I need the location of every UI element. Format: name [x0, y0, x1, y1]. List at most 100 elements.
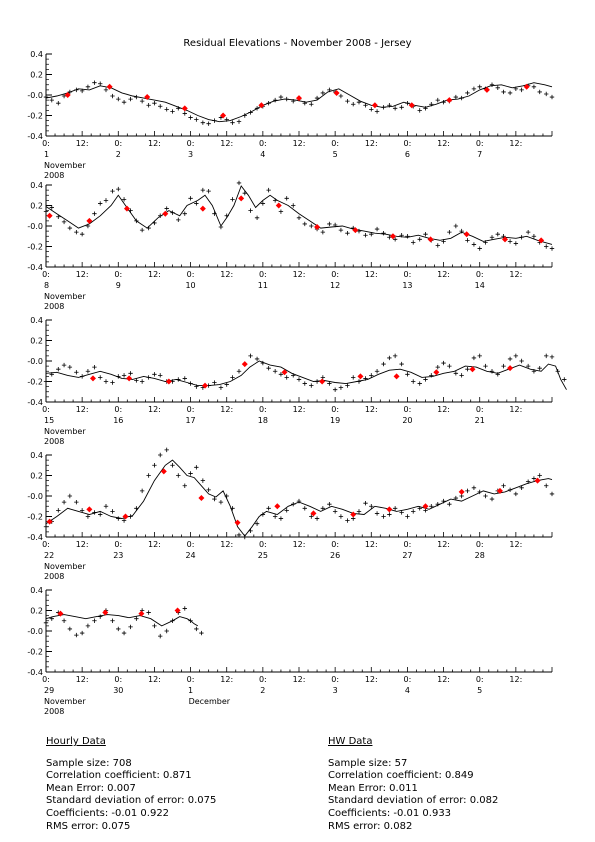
- x-day-label: 28: [475, 551, 485, 560]
- hw-point: [275, 202, 282, 209]
- hw-point: [46, 518, 53, 525]
- hw-point: [102, 609, 109, 616]
- observed-point: [56, 214, 61, 219]
- x-hour-label: 0:: [404, 405, 412, 414]
- observed-point: [489, 82, 495, 87]
- observed-point: [92, 80, 97, 85]
- y-tick-label: -0.0: [27, 492, 43, 501]
- observed-point: [435, 97, 440, 103]
- hw-stats: HW Data Sample size: 57 Correlation coef…: [328, 736, 498, 833]
- hw-point: [386, 506, 393, 513]
- year-label: 2008: [44, 572, 64, 581]
- observed-point: [248, 528, 253, 534]
- observed-point: [459, 373, 464, 378]
- observed-point: [188, 381, 193, 386]
- x-hour-label: 0:: [331, 139, 339, 148]
- observed-point: [146, 375, 151, 380]
- observed-point: [435, 243, 440, 248]
- hw-point: [181, 105, 188, 112]
- observed-point: [188, 115, 193, 120]
- x-hour-label: 12:: [293, 405, 306, 414]
- observed-point: [92, 510, 97, 515]
- x-day-label: 25: [258, 551, 268, 560]
- x-day-label: 8: [44, 281, 49, 290]
- hw-correlation: Correlation coefficient: 0.849: [328, 770, 474, 782]
- observed-point: [392, 106, 398, 111]
- observed-point: [374, 226, 380, 232]
- observed-point: [74, 87, 79, 93]
- observed-point: [471, 355, 477, 361]
- observed-point: [369, 232, 374, 237]
- observed-point: [483, 240, 488, 245]
- observed-point: [182, 376, 187, 381]
- observed-point: [218, 385, 224, 390]
- observed-point: [176, 377, 181, 382]
- observed-point: [110, 188, 115, 194]
- observed-point: [158, 104, 163, 109]
- observed-point: [351, 102, 356, 107]
- hw-point: [427, 236, 434, 243]
- observed-point: [417, 381, 422, 386]
- x-day-label: 12: [330, 281, 340, 290]
- x-day-label: 6: [405, 150, 410, 159]
- observed-point: [230, 120, 235, 125]
- observed-point: [465, 238, 470, 243]
- observed-point: [121, 99, 127, 105]
- observed-point: [266, 101, 271, 106]
- x-day-label: 24: [185, 551, 195, 560]
- observed-point: [374, 511, 380, 516]
- observed-point: [176, 217, 181, 223]
- observed-point: [152, 220, 157, 226]
- observed-point: [320, 506, 326, 511]
- observed-point: [61, 618, 67, 623]
- x-hour-label: 12:: [220, 405, 233, 414]
- observed-point: [363, 376, 368, 381]
- observed-point: [465, 367, 470, 372]
- observed-point: [49, 205, 54, 210]
- observed-point: [453, 371, 459, 376]
- x-day-label: 17: [185, 416, 195, 425]
- observed-point: [544, 244, 549, 249]
- x-hour-label: 12:: [76, 270, 89, 279]
- observed-point: [79, 508, 85, 513]
- observed-point: [309, 102, 314, 107]
- x-hour-label: 12:: [437, 139, 450, 148]
- observed-point: [513, 86, 519, 92]
- x-hour-label: 12:: [293, 675, 306, 684]
- hw-point: [371, 102, 378, 109]
- observed-point: [405, 101, 410, 106]
- x-hour-label: 0:: [331, 270, 339, 279]
- hw-point: [310, 510, 317, 517]
- hw-point: [296, 95, 302, 102]
- hw-point: [408, 102, 415, 109]
- observed-point: [363, 500, 368, 506]
- observed-point: [43, 620, 49, 625]
- observed-point: [272, 514, 278, 519]
- y-tick-label: 0.4: [30, 181, 43, 190]
- observed-point: [525, 479, 531, 484]
- second-month-label: December: [189, 697, 231, 706]
- observed-point: [242, 191, 247, 196]
- observed-point: [146, 225, 151, 231]
- x-day-label: 5: [477, 686, 482, 695]
- y-tick-label: -0.2: [27, 648, 43, 657]
- hw-point: [64, 92, 71, 98]
- x-day-label: 15: [44, 416, 54, 425]
- observed-point: [182, 111, 187, 116]
- month-label: November: [44, 161, 86, 170]
- hw-point: [57, 610, 64, 617]
- x-hour-label: 12:: [437, 540, 450, 549]
- observed-point: [507, 487, 513, 493]
- hw-point: [86, 506, 93, 513]
- observed-point: [49, 97, 54, 103]
- hw-point: [126, 375, 133, 382]
- observed-point: [345, 230, 350, 236]
- x-day-label: 1: [188, 686, 193, 695]
- x-hour-label: 0:: [187, 405, 195, 414]
- hw-point: [314, 224, 321, 231]
- hw-point: [123, 205, 130, 212]
- x-hour-label: 0:: [259, 139, 267, 148]
- observed-point: [417, 237, 422, 242]
- observed-point: [49, 372, 54, 377]
- observed-point: [381, 230, 386, 236]
